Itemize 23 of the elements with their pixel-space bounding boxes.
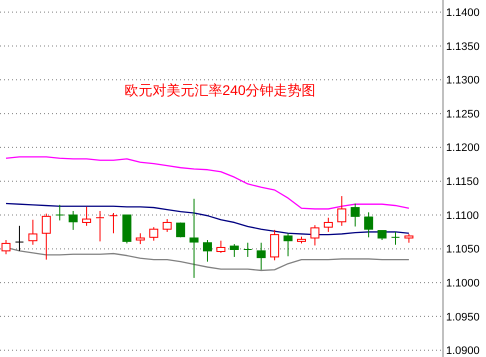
candlestick: [190, 198, 199, 278]
y-tick-label: 1.1350: [446, 40, 480, 53]
y-tick-label: 1.1300: [446, 74, 480, 87]
y-tick-label: 1.0950: [446, 311, 480, 324]
y-tick-label: 1.1100: [446, 210, 479, 222]
candlestick: [55, 204, 64, 221]
y-tick-label: 1.1400: [446, 7, 480, 20]
text: 欧元对美元汇率240分钟走势图: [124, 82, 316, 98]
y-tick-label: 1.1050: [446, 244, 480, 256]
line-series: [5, 156, 410, 210]
candlestick: [243, 242, 252, 258]
candlestick: [324, 217, 333, 232]
y-tick-label: 1.1150: [446, 176, 479, 188]
candlestick: [390, 231, 400, 246]
y-tick-label: 1.1250: [446, 108, 480, 120]
candlestick: [42, 213, 51, 260]
y-tick-label: 1.1200: [446, 142, 480, 154]
candlestick: [14, 225, 24, 252]
y-tick-label: 1.0900: [446, 345, 480, 357]
y-tick-label: 1.1000: [446, 277, 480, 290]
candlestick: [310, 224, 320, 246]
candlestick: [28, 219, 38, 246]
candlestick: [256, 242, 266, 270]
